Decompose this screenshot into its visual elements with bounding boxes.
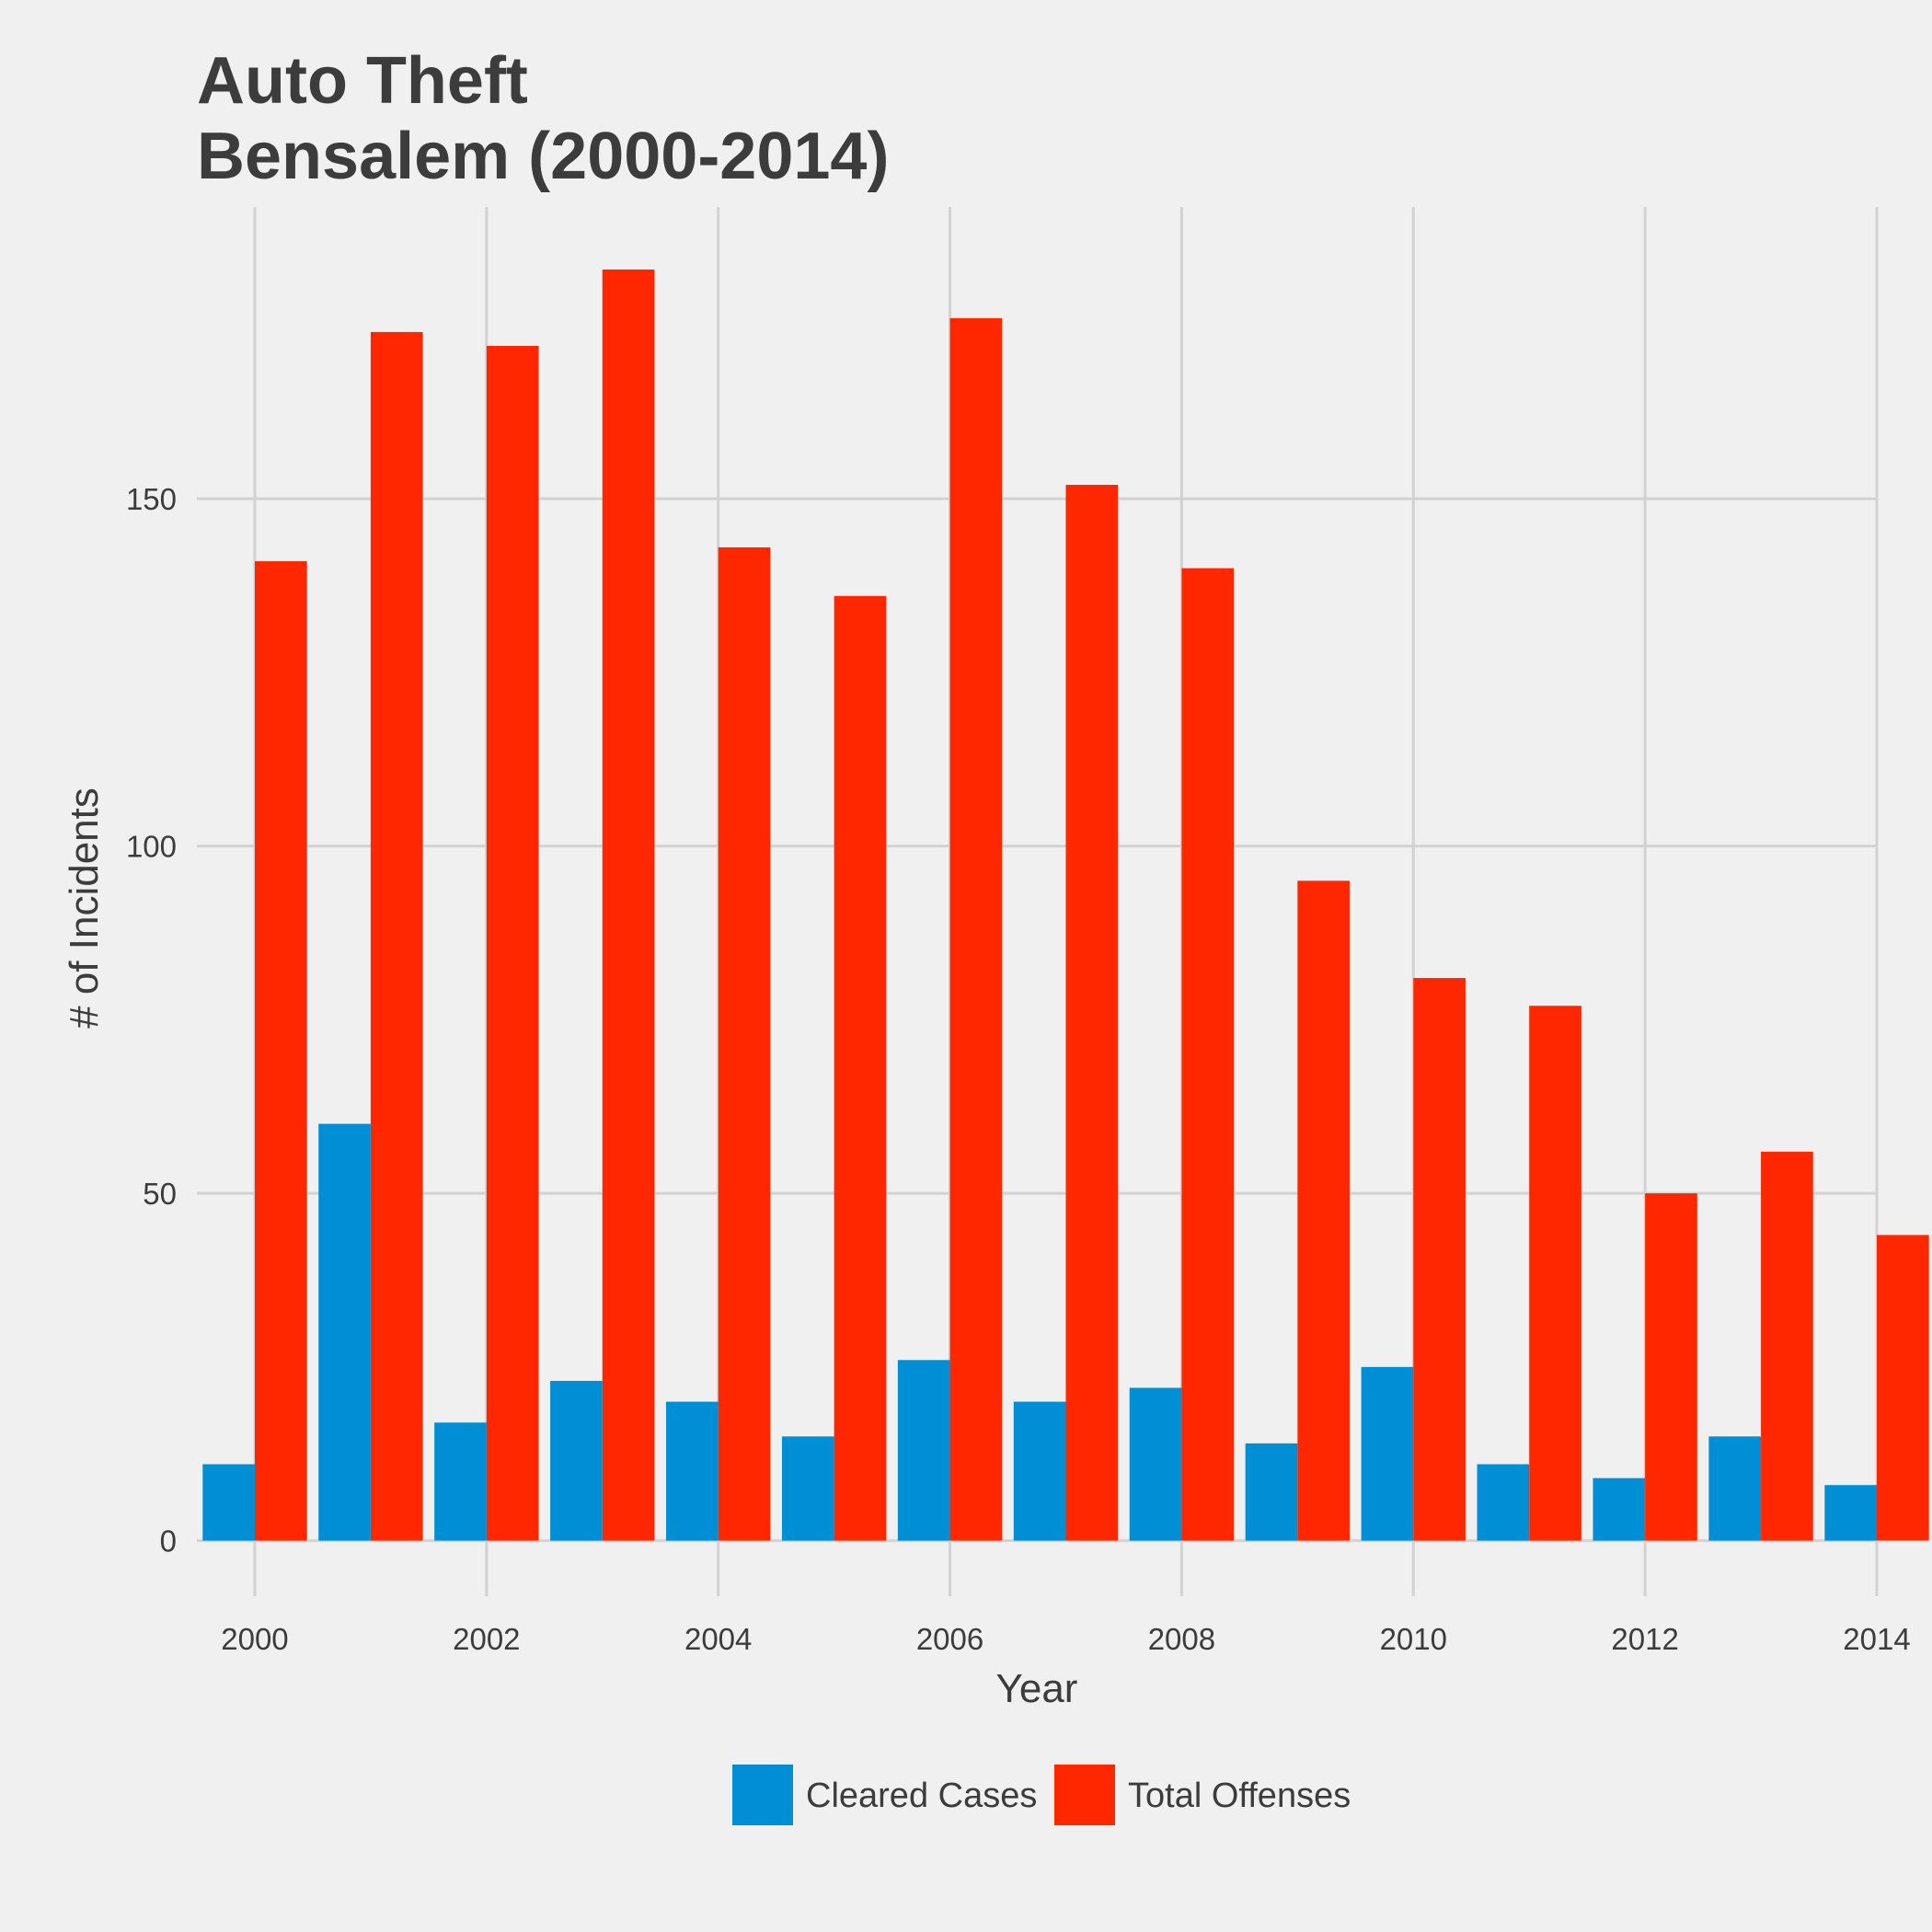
bar-total-offenses <box>1297 880 1351 1541</box>
bar-cleared-cases <box>550 1380 603 1541</box>
legend-swatch <box>732 1765 793 1825</box>
y-tick-label: 0 <box>160 1524 177 1558</box>
bar-total-offenses <box>1877 1235 1929 1541</box>
bar-total-offenses <box>1761 1151 1813 1541</box>
bar-total-offenses <box>602 269 655 1541</box>
legend-label: Cleared Cases <box>806 1777 1037 1815</box>
bar-total-offenses <box>1181 568 1235 1541</box>
y-tick-label: 50 <box>143 1177 177 1211</box>
bar-cleared-cases <box>434 1422 487 1541</box>
x-tick-label: 2010 <box>1380 1622 1447 1656</box>
bar-cleared-cases <box>318 1123 371 1541</box>
y-tick-label: 100 <box>126 830 177 864</box>
y-tick-label: 150 <box>126 482 177 516</box>
bar-cleared-cases <box>1013 1401 1066 1541</box>
x-axis-ticks: 2000 2002 2004 2006 2008 2010 2012 2014 <box>221 1622 1910 1656</box>
bar-total-offenses <box>370 331 423 1541</box>
bar-cleared-cases <box>1824 1485 1877 1541</box>
chart-title: Auto Theft <box>197 44 528 118</box>
bar-cleared-cases <box>897 1360 950 1541</box>
x-tick-label: 2004 <box>684 1622 752 1656</box>
bar-cleared-cases <box>1593 1478 1646 1541</box>
bar-cleared-cases <box>1708 1436 1762 1541</box>
bar-total-offenses <box>1065 485 1119 1541</box>
y-axis-title: # of Incidents <box>62 788 107 1029</box>
x-axis-title: Year <box>996 1666 1078 1711</box>
legend-label: Total Offenses <box>1128 1777 1351 1815</box>
chart-subtitle: Bensalem (2000-2014) <box>197 120 889 193</box>
legend: Cleared Cases Total Offenses <box>732 1765 1351 1825</box>
bar-total-offenses <box>1413 978 1466 1541</box>
bar-cleared-cases <box>1361 1366 1414 1541</box>
y-axis-ticks: 0 50 100 150 <box>126 482 177 1558</box>
bars <box>202 269 1929 1541</box>
bar-cleared-cases <box>1245 1443 1298 1541</box>
bar-total-offenses <box>718 546 771 1541</box>
bar-total-offenses <box>486 346 539 1541</box>
bar-total-offenses <box>949 317 1003 1541</box>
bar-cleared-cases <box>666 1401 719 1541</box>
bar-cleared-cases <box>1129 1387 1182 1541</box>
bar-cleared-cases <box>781 1436 834 1541</box>
bar-cleared-cases <box>202 1464 255 1541</box>
x-tick-label: 2006 <box>916 1622 983 1656</box>
x-tick-label: 2008 <box>1148 1622 1215 1656</box>
bar-total-offenses <box>1529 1006 1581 1541</box>
bar-total-offenses <box>1645 1193 1697 1541</box>
bar-cleared-cases <box>1477 1464 1530 1541</box>
x-tick-label: 2000 <box>221 1622 288 1656</box>
legend-swatch <box>1054 1765 1115 1825</box>
x-tick-label: 2014 <box>1843 1622 1910 1656</box>
x-tick-label: 2002 <box>453 1622 520 1656</box>
bar-total-offenses <box>254 561 307 1541</box>
x-tick-label: 2012 <box>1611 1622 1678 1656</box>
bar-total-offenses <box>834 595 887 1541</box>
